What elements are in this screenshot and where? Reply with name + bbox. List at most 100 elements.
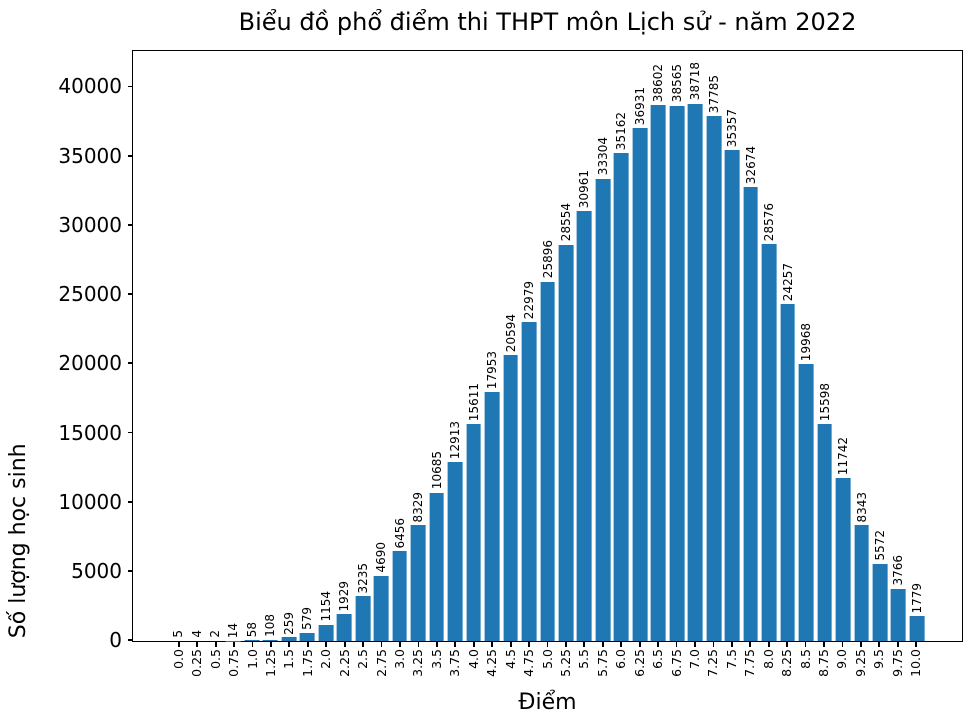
x-tick-mark [638, 642, 641, 647]
x-tick-mark [896, 642, 899, 647]
y-tick-mark [127, 85, 132, 88]
x-tick-mark [177, 642, 180, 647]
bar-value-label: 28576 [762, 203, 777, 242]
x-tick-label: 3.5 [428, 649, 444, 669]
x-tick-label: 4.25 [483, 649, 499, 677]
bar-value-label: 1779 [909, 582, 924, 614]
x-tick-mark [841, 642, 844, 647]
x-tick-label: 6.25 [631, 649, 647, 677]
x-tick-label: 8.25 [778, 649, 794, 677]
x-tick-label: 10.0 [907, 649, 923, 677]
bar-value-label: 35357 [725, 108, 740, 148]
x-tick-mark [417, 642, 420, 647]
y-tick-label: 5000 [71, 558, 122, 583]
x-tick-mark [509, 642, 512, 647]
bar [466, 424, 481, 641]
y-axis-label: Số lượng học sinh [6, 443, 31, 639]
bar-value-label: 17953 [485, 350, 500, 389]
x-tick-mark [196, 642, 199, 647]
x-tick-label: 5.75 [594, 649, 610, 677]
x-tick-label: 6.75 [668, 649, 684, 677]
bar [798, 363, 814, 641]
y-tick-label: 15000 [58, 420, 122, 445]
x-axis-label: Điểm [518, 690, 577, 715]
x-tick-mark [565, 642, 567, 647]
x-tick-label: 9.0 [834, 649, 850, 669]
bar-value-label: 10685 [429, 451, 444, 490]
x-tick-label: 1.0 [244, 649, 260, 669]
x-tick-label: 3.0 [391, 649, 407, 669]
x-tick-label: 1.75 [299, 649, 315, 677]
x-tick-mark [362, 642, 365, 647]
bar [281, 637, 297, 641]
y-tick-label: 25000 [58, 282, 122, 307]
x-tick-mark [767, 642, 770, 647]
bar-value-label: 33304 [595, 137, 610, 176]
bar-value-label: 259 [281, 611, 296, 635]
x-tick-mark [786, 642, 789, 647]
bar-value-label: 32674 [743, 146, 758, 185]
y-tick-mark [127, 154, 132, 157]
x-tick-mark [325, 642, 328, 647]
bar-value-label: 11742 [836, 436, 851, 475]
bar-value-label: 108 [263, 613, 278, 637]
x-tick-label: 2.5 [354, 649, 370, 669]
bar-value-label: 8343 [854, 491, 869, 523]
bar-value-label: 37785 [706, 75, 721, 114]
bar-value-label: 25896 [540, 240, 555, 279]
x-tick-label: 1.25 [262, 649, 278, 677]
x-tick-label: 7.0 [686, 649, 702, 669]
bar [373, 575, 389, 641]
y-tick-mark [127, 293, 132, 295]
x-tick-mark [343, 642, 346, 647]
y-tick-label: 40000 [58, 74, 122, 99]
x-tick-mark [601, 642, 604, 647]
chart-title: Biểu đồ phổ điểm thi THPT môn Lịch sử - … [238, 8, 857, 36]
x-tick-label: 3.75 [447, 649, 463, 677]
bar-value-label: 20594 [503, 313, 518, 353]
x-tick-label: 6.5 [649, 649, 665, 669]
x-tick-label: 8.75 [815, 649, 831, 677]
x-tick-mark [583, 642, 586, 647]
x-tick-label: 0.0 [170, 649, 186, 669]
bar-value-label: 36931 [632, 87, 647, 126]
bar-value-label: 24257 [780, 263, 795, 302]
x-tick-mark [472, 642, 475, 647]
x-tick-label: 1.5 [281, 649, 297, 669]
y-tick-mark [127, 223, 132, 226]
y-tick-mark [127, 570, 132, 572]
x-tick-mark [288, 642, 291, 647]
x-tick-label: 9.75 [889, 649, 905, 677]
x-tick-label: 8.5 [797, 649, 813, 669]
bar-value-label: 5572 [872, 530, 887, 561]
x-tick-label: 7.25 [705, 649, 721, 677]
bar [872, 563, 888, 641]
bar [613, 152, 629, 641]
x-tick-mark [712, 642, 715, 647]
bar-value-label: 14 [226, 622, 241, 638]
bar-value-label: 6456 [392, 517, 407, 549]
bar [558, 244, 574, 641]
x-tick-mark [528, 642, 530, 647]
x-tick-label: 0.25 [188, 649, 204, 677]
x-tick-label: 7.75 [742, 649, 758, 677]
bar-value-label: 58 [244, 621, 259, 638]
bar-value-label: 4690 [374, 542, 389, 573]
x-tick-mark [804, 642, 807, 647]
bar-value-label: 1929 [337, 580, 352, 612]
bar [484, 391, 500, 641]
bar-value-label: 579 [300, 607, 315, 630]
bar-value-label: 35162 [614, 111, 629, 150]
x-tick-mark [306, 642, 309, 647]
y-tick-mark [127, 500, 132, 503]
x-tick-label: 4.75 [520, 649, 536, 677]
bar [761, 244, 777, 641]
x-tick-label: 5.25 [557, 649, 573, 677]
x-tick-mark [878, 642, 881, 647]
x-tick-mark [730, 642, 733, 647]
bar [355, 596, 371, 641]
plot-area: 5 4 2 14 58 108 259 579 1154 1929 3235 4690 6456 8329… [132, 50, 963, 642]
x-tick-label: 9.5 [871, 649, 887, 669]
x-tick-mark [749, 642, 752, 647]
